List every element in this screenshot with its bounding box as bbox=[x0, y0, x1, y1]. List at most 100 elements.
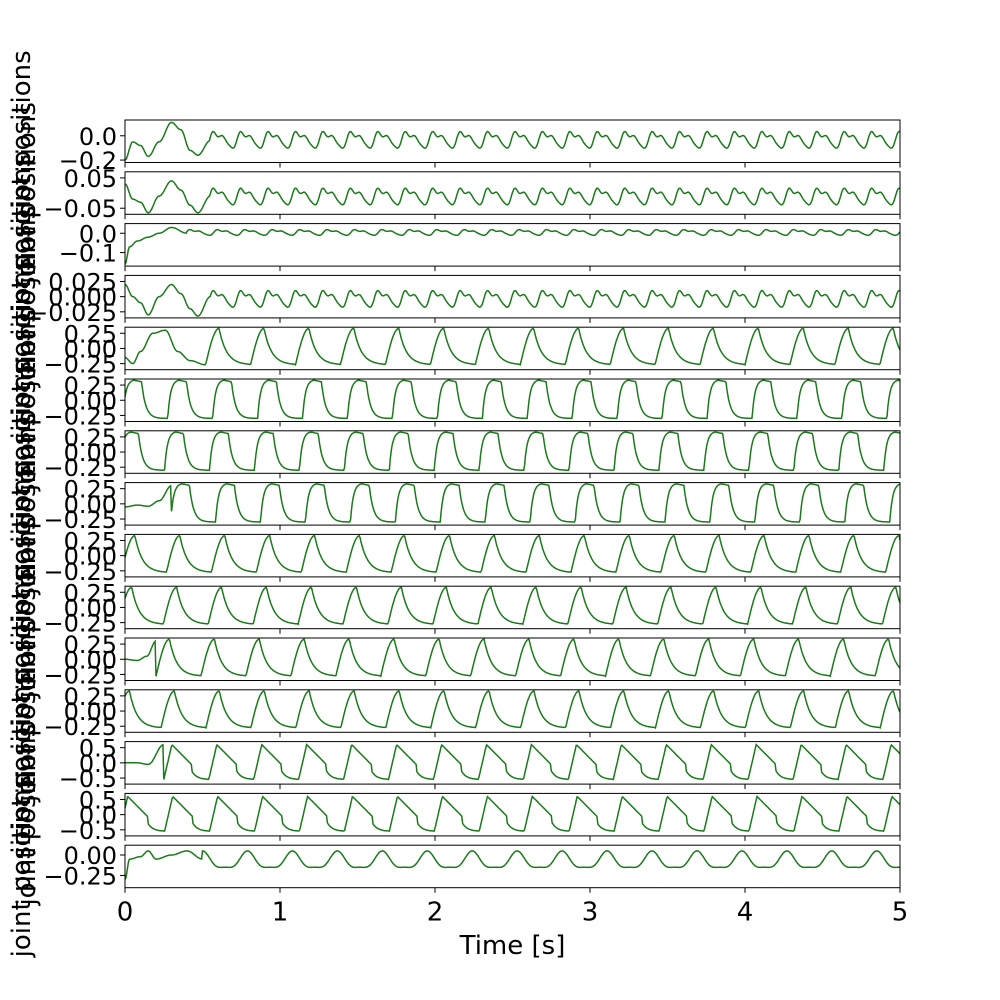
series-line-2 bbox=[124, 180, 901, 214]
y-tick-label: 0.0 bbox=[79, 750, 117, 778]
y-axis-label-7: joint positions bbox=[7, 361, 37, 544]
y-axis-label-12: joint positions bbox=[12, 620, 42, 803]
y-tick-label: 0.25 bbox=[64, 372, 117, 400]
subplot-8: 0.250.00−0.25 bbox=[43, 476, 901, 534]
y-tick-label: 0.25 bbox=[64, 631, 117, 659]
subplot-6: 0.250.00−0.25 bbox=[43, 372, 901, 430]
y-tick-label: 0.25 bbox=[64, 527, 117, 555]
y-tick-label: −0.5 bbox=[59, 765, 117, 793]
subplot-9: 0.250.00−0.25 bbox=[43, 527, 901, 586]
y-tick-label: 0.00 bbox=[64, 842, 117, 870]
series-line-5 bbox=[124, 327, 901, 367]
y-tick-label: −0.25 bbox=[43, 454, 117, 482]
y-tick-label: −0.05 bbox=[43, 195, 117, 223]
series-line-14 bbox=[124, 794, 901, 832]
axes-frame bbox=[124, 223, 901, 267]
series-line-7 bbox=[124, 431, 901, 471]
y-tick-label: 0.025 bbox=[48, 268, 117, 296]
y-axis-label-10: joint positions bbox=[12, 517, 42, 700]
subplot-14: 0.50.0−0.5 bbox=[59, 786, 901, 845]
subplot-5: 0.250.00−0.25 bbox=[43, 320, 901, 379]
axes-frame bbox=[124, 637, 901, 681]
y-axis-label-2: joint positions bbox=[12, 102, 42, 285]
y-tick-label: 0.5 bbox=[79, 786, 117, 814]
y-tick-label: −0.25 bbox=[43, 402, 117, 430]
series-line-11 bbox=[125, 638, 901, 678]
subplot-12: 0.250.00−0.25 bbox=[43, 683, 901, 741]
x-axis-label: Time [s] bbox=[459, 931, 566, 961]
y-tick-label: −0.1 bbox=[59, 240, 117, 268]
y-tick-label: −0.25 bbox=[43, 862, 117, 890]
subplot-7: 0.250.00−0.25 bbox=[43, 424, 901, 482]
y-tick-label: −0.5 bbox=[59, 817, 117, 845]
subplot-3: 0.0−0.1 bbox=[59, 220, 901, 272]
x-tick-label: 4 bbox=[737, 898, 754, 928]
x-tick-label: 0 bbox=[117, 898, 134, 928]
y-tick-label: 0.05 bbox=[64, 165, 117, 193]
subplot-11: 0.250.00−0.25 bbox=[43, 631, 901, 689]
x-tick-label: 3 bbox=[582, 898, 599, 928]
y-tick-label: 0.0 bbox=[79, 802, 117, 830]
y-axis-label-9: joint positions bbox=[7, 465, 37, 648]
y-tick-label: 0.00 bbox=[64, 491, 117, 519]
y-axis-label-6: joint positions bbox=[12, 309, 42, 492]
subplot-10: 0.250.00−0.25 bbox=[43, 579, 901, 638]
y-tick-label: 0.00 bbox=[64, 646, 117, 674]
y-tick-label: 0.25 bbox=[64, 424, 117, 452]
series-line-12 bbox=[124, 689, 901, 730]
y-tick-label: 0.000 bbox=[48, 284, 117, 312]
y-tick-label: −0.025 bbox=[28, 299, 117, 327]
y-axis-label-15: joint positions bbox=[7, 776, 37, 959]
y-tick-label: −0.25 bbox=[43, 351, 117, 379]
series-line-1 bbox=[124, 121, 901, 161]
y-axis-label-13: joint positions bbox=[7, 672, 37, 855]
axes-frame bbox=[124, 844, 901, 889]
y-tick-label: 0.25 bbox=[64, 320, 117, 348]
subplot-15: 0.00−0.25 bbox=[43, 842, 901, 893]
series-line-4 bbox=[124, 283, 901, 317]
y-tick-label: 0.00 bbox=[64, 335, 117, 363]
x-tick-label: 1 bbox=[272, 898, 289, 928]
x-tick-label: 5 bbox=[892, 898, 909, 928]
y-tick-label: 0.00 bbox=[64, 439, 117, 467]
series-line-9 bbox=[124, 534, 901, 573]
y-tick-label: 0.0 bbox=[79, 123, 117, 151]
y-tick-label: 0.25 bbox=[64, 579, 117, 607]
y-axis-label-5: joint positions bbox=[7, 258, 37, 441]
y-axis-label-4: joint positions bbox=[12, 206, 42, 389]
y-axis-label-1: joint positions bbox=[7, 50, 37, 233]
y-tick-label: 0.0 bbox=[79, 220, 117, 248]
series-line-10 bbox=[124, 586, 901, 626]
series-line-8 bbox=[125, 483, 901, 523]
y-tick-label: 0.00 bbox=[64, 594, 117, 622]
subplot-13: 0.50.0−0.5 bbox=[59, 735, 901, 793]
y-axis-label-3: joint positions bbox=[7, 154, 37, 337]
y-tick-label: 0.25 bbox=[64, 476, 117, 504]
y-tick-label: 0.00 bbox=[64, 543, 117, 571]
subplot-stack: 0.0−0.20.05−0.050.0−0.10.0250.000−0.0250… bbox=[28, 119, 901, 893]
y-axis-label-14: joint positions bbox=[12, 724, 42, 907]
y-tick-label: 0.5 bbox=[79, 735, 117, 763]
axes-frame bbox=[124, 119, 901, 163]
y-tick-label: 0.00 bbox=[64, 698, 117, 726]
y-tick-label: −0.25 bbox=[43, 610, 117, 638]
x-tick-label: 2 bbox=[427, 898, 444, 928]
axes-frame bbox=[124, 430, 901, 474]
y-tick-label: −0.25 bbox=[43, 661, 117, 689]
series-line-15 bbox=[124, 849, 900, 880]
subplot-2: 0.05−0.05 bbox=[43, 165, 901, 223]
y-tick-label: −0.25 bbox=[43, 506, 117, 534]
y-tick-label: 0.00 bbox=[64, 387, 117, 415]
series-line-6 bbox=[124, 379, 901, 420]
series-line-13 bbox=[125, 743, 901, 781]
subplot-1: 0.0−0.2 bbox=[59, 119, 901, 175]
y-tick-label: −0.25 bbox=[43, 713, 117, 741]
series-line-3 bbox=[124, 226, 901, 265]
y-axis-label-11: joint positions bbox=[7, 568, 37, 751]
y-tick-label: −0.25 bbox=[43, 558, 117, 586]
axes-frame bbox=[124, 171, 901, 215]
x-axis: 0 1 2 3 4 5 bbox=[117, 898, 909, 928]
